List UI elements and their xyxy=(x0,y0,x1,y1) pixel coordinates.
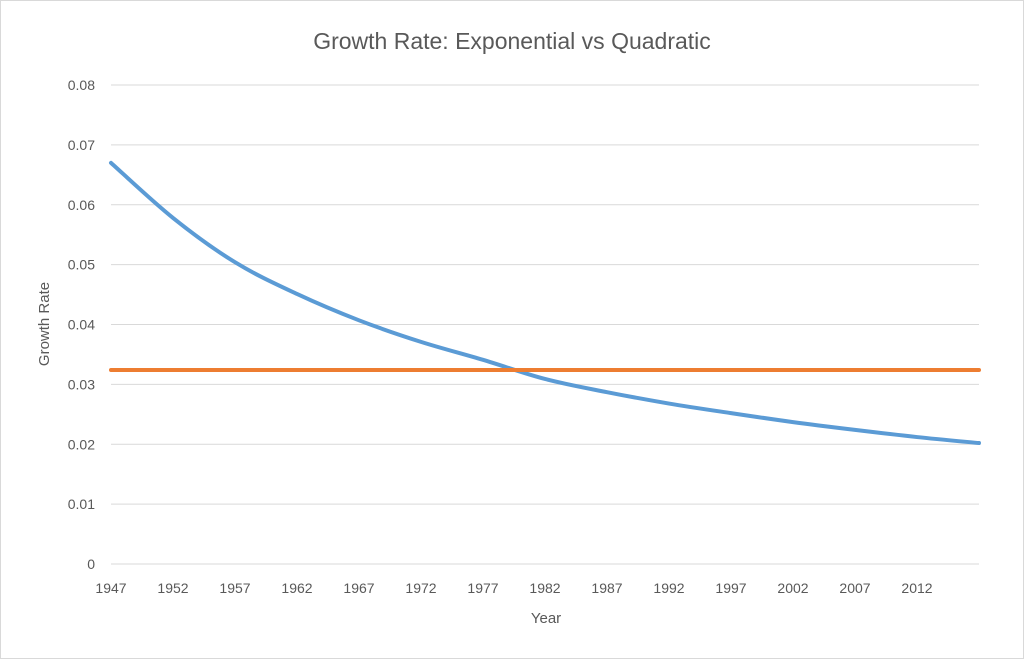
x-tick-labels: 1947 1952 1957 1962 1967 1972 1977 1982 1987 1992… xyxy=(95,580,932,596)
series-lines xyxy=(109,160,981,446)
y-axis-label: Growth Rate xyxy=(36,282,53,366)
x-tick-label: 1987 xyxy=(591,580,622,596)
grid-lines xyxy=(111,84,979,565)
x-tick-label: 1947 xyxy=(95,580,126,596)
x-tick-label: 1982 xyxy=(529,580,560,596)
x-axis-label: Year xyxy=(531,610,561,627)
y-tick-label: 0.03 xyxy=(68,376,95,392)
x-tick-label: 2007 xyxy=(839,580,870,596)
y-tick-label: 0.05 xyxy=(68,257,95,273)
x-tick-label: 1957 xyxy=(219,580,250,596)
y-tick-label: 0.07 xyxy=(68,137,95,153)
y-tick-label: 0.04 xyxy=(68,317,95,333)
x-tick-label: 2012 xyxy=(901,580,932,596)
x-tick-label: 1952 xyxy=(157,580,188,596)
y-tick-label: 0.01 xyxy=(68,496,95,512)
x-tick-label: 1962 xyxy=(281,580,312,596)
y-tick-label: 0 xyxy=(87,556,95,572)
x-tick-label: 1967 xyxy=(343,580,374,596)
x-tick-label: 1972 xyxy=(405,580,436,596)
y-tick-label: 0.08 xyxy=(68,77,95,93)
y-tick-label: 0.02 xyxy=(68,436,95,452)
x-tick-label: 1997 xyxy=(715,580,746,596)
x-tick-label: 1992 xyxy=(653,580,684,596)
y-tick-labels: 0 0.01 0.02 0.03 0.04 0.05 0.06 0.07 0.08 xyxy=(68,77,95,572)
chart-title: Growth Rate: Exponential vs Quadratic xyxy=(313,28,711,54)
y-tick-label: 0.06 xyxy=(68,197,95,213)
x-tick-label: 1977 xyxy=(467,580,498,596)
x-tick-label: 2002 xyxy=(777,580,808,596)
series-line-exponential xyxy=(109,160,981,446)
